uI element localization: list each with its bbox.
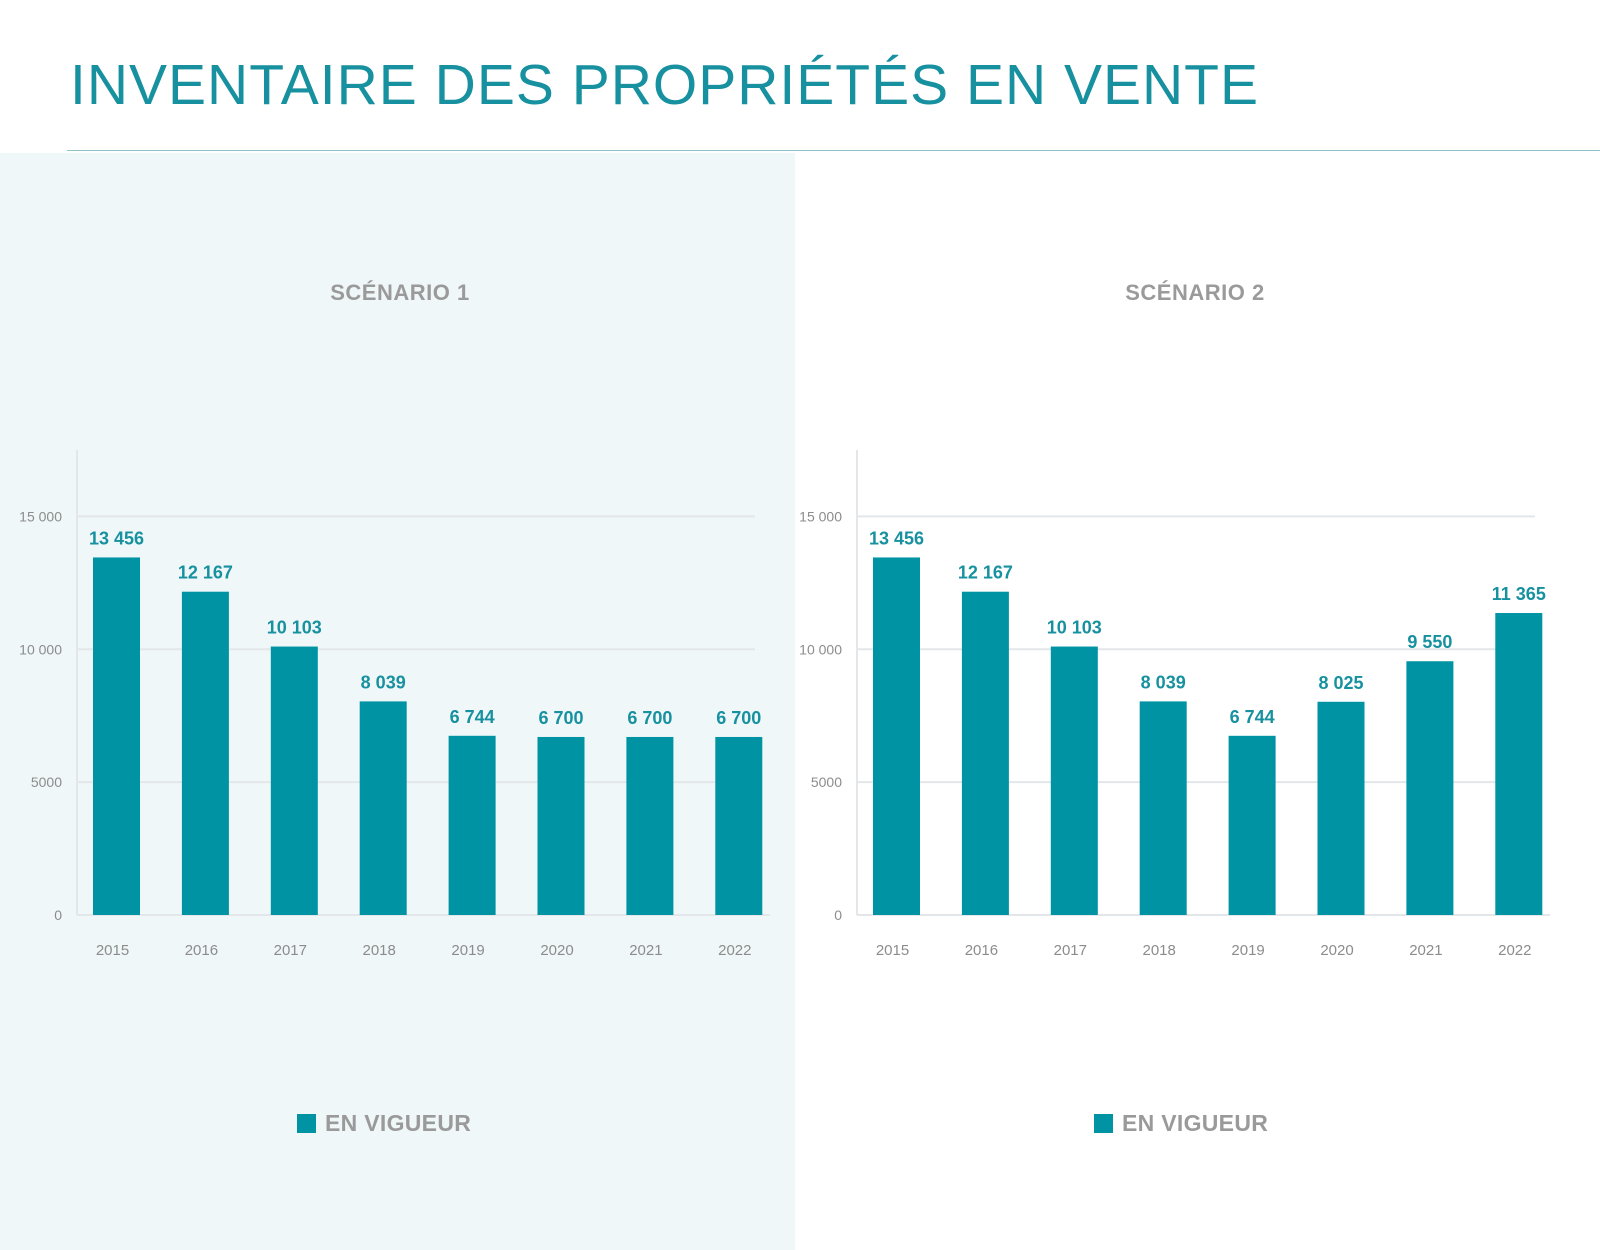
scenario-2-chart: 0 5000 10 000 15 000 13 456 2015 12 167 2016 10 …: [799, 450, 1550, 959]
x-tick-label: 2020: [1320, 942, 1353, 959]
bar: [448, 735, 496, 915]
bar: [1139, 701, 1187, 915]
scenario-1-chart: 0 5000 10 000 15 000 13 456 2015 12 167 2016 10 …: [19, 450, 770, 959]
x-tick-label: 2017: [1054, 942, 1087, 959]
chart-title: SCÉNARIO 2: [1125, 280, 1265, 305]
data-label: 6 700: [538, 708, 583, 728]
x-tick-label: 2021: [1409, 942, 1442, 959]
x-tick-label: 2019: [451, 942, 484, 959]
x-tick-label: 2016: [185, 942, 218, 959]
bar: [1495, 613, 1543, 915]
data-label: 9 550: [1407, 632, 1452, 652]
bar: [1228, 735, 1276, 915]
scenario-1-panel: SCÉNARIO 1 0 5000 10 000 15 000 13 456 2015 12…: [0, 153, 800, 1250]
x-tick-label: 2017: [274, 942, 307, 959]
title-divider: [67, 150, 1600, 151]
data-label: 8 039: [1141, 672, 1186, 692]
data-label: 12 167: [178, 563, 233, 583]
chart-title: SCÉNARIO 1: [330, 280, 470, 305]
scenario-2-panel: SCÉNARIO 2 0 5000 10 000 15 000 13 456 2015 12…: [795, 153, 1595, 1250]
data-label: 6 744: [1230, 707, 1275, 727]
y-tick-label: 5000: [811, 774, 842, 790]
bar: [270, 646, 318, 915]
data-label: 8 025: [1318, 673, 1363, 693]
data-label: 8 039: [361, 672, 406, 692]
data-label: 10 103: [1047, 618, 1102, 638]
bar: [359, 701, 407, 915]
bar: [1406, 661, 1454, 915]
x-tick-label: 2022: [1498, 942, 1531, 959]
legend: EN VIGUEUR: [297, 1110, 471, 1137]
y-tick-label: 15 000: [799, 508, 842, 524]
data-label: 6 744: [450, 707, 495, 727]
y-tick-label: 15 000: [19, 508, 62, 524]
y-tick-label: 10 000: [799, 641, 842, 657]
legend-swatch: [1094, 1114, 1113, 1133]
data-label: 6 700: [627, 708, 672, 728]
x-tick-label: 2020: [540, 942, 573, 959]
bar: [1050, 646, 1098, 915]
bar: [626, 736, 674, 915]
bar: [873, 557, 920, 915]
y-tick-label: 10 000: [19, 641, 62, 657]
page-title: INVENTAIRE DES PROPRIÉTÉS EN VENTE: [70, 53, 1260, 117]
x-tick-label: 2015: [96, 942, 129, 959]
x-tick-label: 2018: [363, 942, 396, 959]
data-label: 11 365: [1492, 584, 1546, 604]
data-label: 6 700: [716, 708, 761, 728]
bar: [181, 591, 229, 915]
x-tick-label: 2021: [629, 942, 662, 959]
y-tick-label: 0: [834, 907, 842, 923]
data-label: 13 456: [869, 528, 924, 548]
x-tick-label: 2016: [965, 942, 998, 959]
bar: [1317, 701, 1365, 915]
bar: [961, 591, 1009, 915]
legend-label: EN VIGUEUR: [325, 1110, 472, 1136]
legend: EN VIGUEUR: [1094, 1110, 1268, 1137]
legend-swatch: [297, 1114, 316, 1133]
x-tick-label: 2015: [876, 942, 909, 959]
bar: [715, 736, 763, 915]
x-tick-label: 2022: [718, 942, 751, 959]
data-label: 13 456: [89, 528, 144, 548]
y-tick-label: 0: [54, 907, 62, 923]
legend-label: EN VIGUEUR: [1122, 1110, 1269, 1136]
bar: [93, 557, 140, 915]
x-tick-label: 2018: [1143, 942, 1176, 959]
data-label: 12 167: [958, 563, 1013, 583]
x-tick-label: 2019: [1231, 942, 1264, 959]
data-label: 10 103: [267, 618, 322, 638]
y-tick-label: 5000: [31, 774, 62, 790]
bar: [537, 736, 585, 915]
